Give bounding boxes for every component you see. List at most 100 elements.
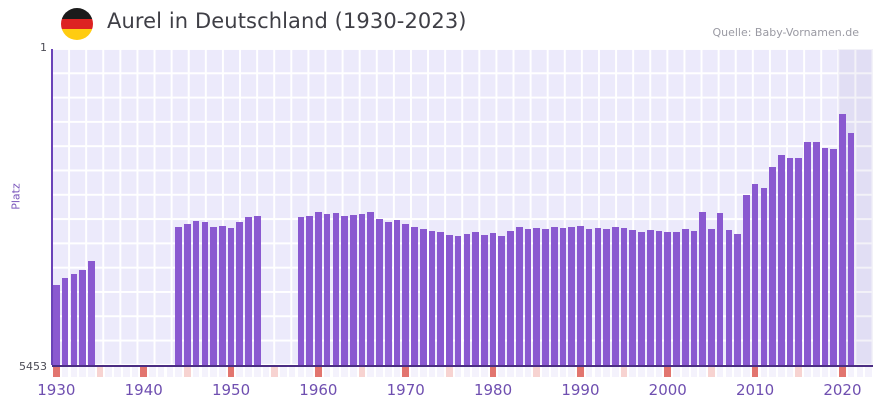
x-tick-2009 [743,367,750,377]
bar-1990[interactable] [577,225,584,365]
x-tick-1940 [140,367,147,377]
bar-1958[interactable] [297,216,305,365]
bar-1951[interactable] [236,221,244,365]
bar-1944[interactable] [175,226,182,365]
bar-1968[interactable] [384,222,392,365]
bar-1992[interactable] [594,228,602,365]
bar-2012[interactable] [769,166,776,365]
bar-1934[interactable] [87,260,95,365]
x-tick-1931 [61,367,69,377]
bar-2007[interactable] [725,229,733,365]
bar-1987[interactable] [550,226,558,365]
bar-1978[interactable] [472,232,479,365]
bar-2010[interactable] [751,184,759,365]
bar-1969[interactable] [393,220,401,365]
bar-1950[interactable] [227,227,235,365]
bar-2020[interactable] [839,114,846,365]
x-tick-1955 [271,367,279,377]
bar-1985[interactable] [533,227,541,365]
bar-2009[interactable] [743,194,750,365]
x-tick-1970 [402,367,410,377]
x-tick-1947 [201,367,209,377]
bar-2006[interactable] [716,213,724,365]
bar-1984[interactable] [524,228,532,365]
bar-1961[interactable] [323,213,331,365]
plot-area [52,49,873,365]
bar-1979[interactable] [481,234,488,365]
x-tick-1951 [236,367,244,377]
bar-1996[interactable] [629,229,637,365]
bar-1981[interactable] [498,235,506,365]
bar-1970[interactable] [402,224,410,365]
bar-1972[interactable] [419,229,427,365]
bar-2021[interactable] [847,133,855,365]
bar-2008[interactable] [734,234,741,365]
bar-2016[interactable] [804,142,811,365]
bar-1933[interactable] [79,269,86,365]
bar-2002[interactable] [681,229,689,365]
x-tick-2022 [856,367,864,377]
bar-1997[interactable] [638,231,645,365]
bar-2005[interactable] [708,228,715,365]
bar-1973[interactable] [428,231,436,365]
bar-1965[interactable] [358,214,366,365]
bar-1947[interactable] [201,221,209,365]
bar-1976[interactable] [454,236,462,365]
bar-1975[interactable] [446,234,453,365]
bar-1971[interactable] [411,226,418,365]
bar-1982[interactable] [507,231,514,365]
bar-1945[interactable] [184,224,191,365]
bar-1952[interactable] [245,216,252,365]
x-tick-1993 [603,367,610,377]
bar-1989[interactable] [568,227,575,365]
bar-1946[interactable] [192,221,200,365]
bar-1980[interactable] [489,233,497,365]
bar-1967[interactable] [376,218,383,365]
bar-2017[interactable] [812,141,820,365]
bar-1994[interactable] [612,227,619,365]
bar-1962[interactable] [332,213,340,365]
flag-band-black [61,8,93,19]
bar-1966[interactable] [367,212,375,365]
x-tick-1976 [454,367,462,377]
x-tick-2001 [673,367,680,377]
page-title: Aurel in Deutschland (1930-2023) [107,9,467,33]
x-tick-1950 [227,367,235,377]
bar-1993[interactable] [603,228,610,365]
x-tick-1973 [428,367,436,377]
bar-1974[interactable] [437,232,444,365]
bar-1953[interactable] [253,215,261,365]
bar-1930[interactable] [53,285,60,365]
bar-1991[interactable] [585,228,593,365]
bar-2004[interactable] [699,212,706,365]
bar-2001[interactable] [673,232,680,365]
bar-1986[interactable] [542,228,549,365]
bar-2019[interactable] [830,149,837,365]
bar-1931[interactable] [61,278,69,365]
bar-1999[interactable] [655,231,663,365]
bar-1995[interactable] [620,227,628,365]
bar-1977[interactable] [463,234,471,365]
bar-1963[interactable] [341,215,348,365]
bar-1960[interactable] [315,212,322,365]
bar-2003[interactable] [690,230,698,365]
bar-1932[interactable] [70,274,78,365]
x-tick-2020 [839,367,846,377]
bar-2011[interactable] [760,188,768,365]
bar-1959[interactable] [306,215,313,365]
bar-2013[interactable] [777,155,785,365]
x-tick-1992 [594,367,602,377]
x-tick-1979 [481,367,488,377]
bar-1998[interactable] [646,229,654,365]
bar-2018[interactable] [821,148,829,365]
bar-1949[interactable] [218,225,226,365]
bar-1964[interactable] [350,214,357,365]
bar-1988[interactable] [559,227,567,365]
bar-1983[interactable] [515,227,523,365]
x-tick-1959 [306,367,313,377]
bar-2000[interactable] [664,231,672,365]
bar-2014[interactable] [786,158,794,365]
x-tick-1953 [253,367,261,377]
bar-1948[interactable] [210,226,217,365]
bar-2015[interactable] [795,157,803,365]
